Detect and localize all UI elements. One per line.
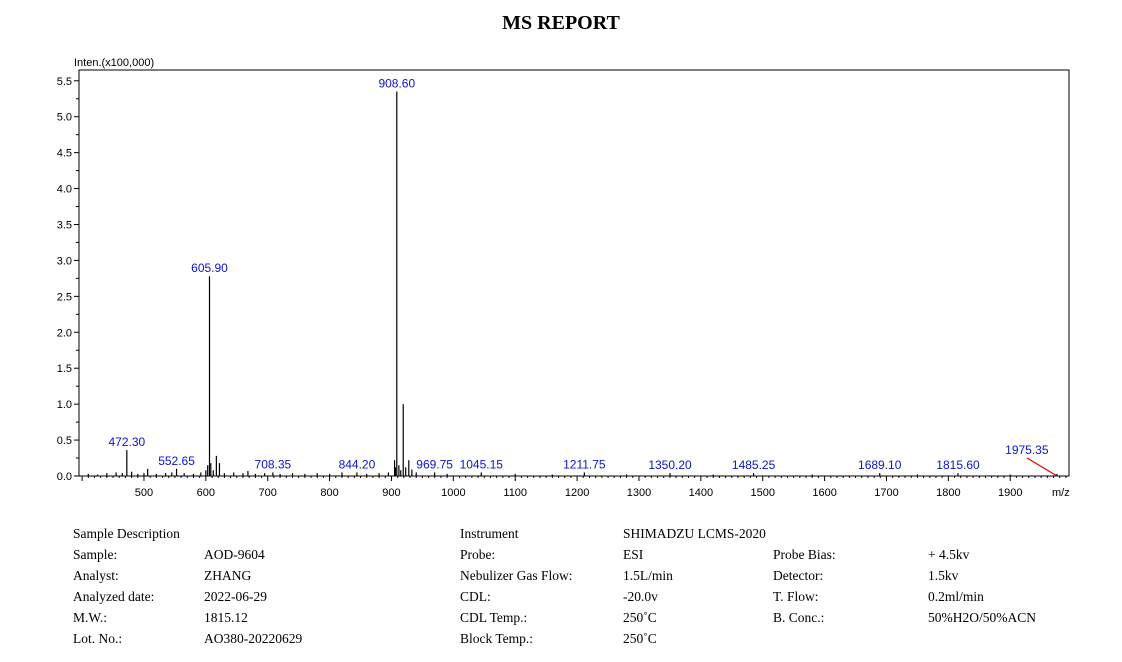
analyzed-date-label: Analyzed date: <box>73 589 155 604</box>
y-tick-label: 3.0 <box>57 255 72 267</box>
x-tick-label: 1300 <box>627 487 651 499</box>
ms-spectrum-chart: Inten.(x100,000) m/z 0.0 0.5 1.0 1.5 2.0 2.5 3… <box>57 57 1070 499</box>
y-tick-label: 0.5 <box>57 435 72 447</box>
peak-label: 708.35 <box>255 457 292 471</box>
lot-no-label: Lot. No.: <box>73 631 123 646</box>
probe-bias-label: Probe Bias: <box>773 547 836 562</box>
peak-labels: 472.30 552.65 605.90 708.35 844.20 908.60 969.… <box>108 77 1058 477</box>
x-tick-label: 1600 <box>812 487 836 499</box>
x-tick-label: 1200 <box>565 487 589 499</box>
nebulizer-gas-flow-value: 1.5L/min <box>623 568 673 583</box>
nebulizer-gas-flow-label: Nebulizer Gas Flow: <box>460 568 573 583</box>
probe-bias-value: + 4.5kv <box>928 547 970 562</box>
b-conc-value: 50%H2O/50%ACN <box>928 610 1036 625</box>
analyst-label: Analyst: <box>73 568 119 583</box>
probe-value: ESI <box>623 547 644 562</box>
mw-label: M.W.: <box>73 610 108 625</box>
x-tick-label: 1100 <box>503 487 527 499</box>
t-flow-label: T. Flow: <box>773 589 819 604</box>
block-temp-label: Block Temp.: <box>460 631 534 646</box>
y-tick-label: 2.5 <box>57 291 72 303</box>
peak-marker-line <box>1026 457 1058 477</box>
x-tick-label: 1400 <box>689 487 713 499</box>
probe-label: Probe: <box>460 547 496 562</box>
x-tick-label: 1000 <box>441 487 465 499</box>
b-conc-label: B. Conc.: <box>773 610 825 625</box>
detector-value: 1.5kv <box>928 568 959 583</box>
peak-label: 1045.15 <box>460 457 504 471</box>
spectrum-peaks <box>87 91 1058 476</box>
peak-label: 1211.75 <box>563 457 606 471</box>
cdl-value: -20.0v <box>623 589 658 604</box>
instrument-label: Instrument <box>460 526 519 541</box>
y-axis-label: Inten.(x100,000) <box>74 57 154 69</box>
peak-label: 908.60 <box>378 77 415 91</box>
sample-label: Sample: <box>73 547 118 562</box>
x-tick-label: 800 <box>320 487 338 499</box>
x-tick-label: 1900 <box>998 487 1022 499</box>
peak-label: 605.90 <box>191 261 228 275</box>
cdl-temp-label: CDL Temp.: <box>460 610 528 625</box>
peak-label: 552.65 <box>158 454 195 468</box>
block-temp-value: 250˚C <box>623 631 657 646</box>
analyzed-date-value: 2022-06-29 <box>204 589 267 604</box>
detector-label: Detector: <box>773 568 824 583</box>
plot-frame <box>78 69 1070 477</box>
x-axis-ticks: 500 600 700 800 900 1000 1100 1200 1300 1400 1500 1… <box>81 476 1067 499</box>
y-tick-label: 5.5 <box>57 76 72 88</box>
x-tick-label: 600 <box>197 487 215 499</box>
y-tick-label: 1.0 <box>57 399 72 411</box>
peak-label: 472.30 <box>108 435 145 449</box>
sample-value: AOD-9604 <box>204 547 265 562</box>
peak-label: 969.75 <box>416 457 453 471</box>
peak-label: 1689.10 <box>858 458 902 472</box>
peak-label: 1485.25 <box>732 458 776 472</box>
x-tick-label: 1500 <box>750 487 774 499</box>
y-tick-label: 1.5 <box>57 363 72 375</box>
x-tick-label: 900 <box>382 487 400 499</box>
y-tick-label: 5.0 <box>57 112 72 124</box>
mw-value: 1815.12 <box>204 610 248 625</box>
y-tick-label: 3.5 <box>57 219 72 231</box>
y-tick-label: 4.0 <box>57 184 72 196</box>
x-tick-label: 1800 <box>936 487 960 499</box>
report-title: MS REPORT <box>502 12 620 34</box>
x-axis-label: m/z <box>1052 487 1070 499</box>
y-tick-label: 4.5 <box>57 148 72 160</box>
instrument-value: SHIMADZU LCMS-2020 <box>623 526 766 541</box>
peak-label: 844.20 <box>339 457 376 471</box>
analyst-value: ZHANG <box>204 568 252 583</box>
peak-label: 1350.20 <box>648 458 692 472</box>
x-tick-label: 500 <box>135 487 153 499</box>
y-tick-label: 2.0 <box>57 327 72 339</box>
x-tick-label: 700 <box>259 487 277 499</box>
cdl-label: CDL: <box>460 589 491 604</box>
y-tick-label: 0.0 <box>57 471 72 483</box>
peak-label: 1975.35 <box>1005 443 1049 457</box>
y-axis-ticks: 0.0 0.5 1.0 1.5 2.0 2.5 3.0 3.5 4.0 4.5 5.0 5.5 <box>57 76 79 483</box>
peak-label: 1815.60 <box>936 458 980 472</box>
lot-no-value: AO380-20220629 <box>204 631 303 646</box>
cdl-temp-value: 250˚C <box>623 610 657 625</box>
t-flow-value: 0.2ml/min <box>928 589 984 604</box>
x-tick-label: 1700 <box>874 487 898 499</box>
sample-description-heading: Sample Description <box>73 526 180 541</box>
